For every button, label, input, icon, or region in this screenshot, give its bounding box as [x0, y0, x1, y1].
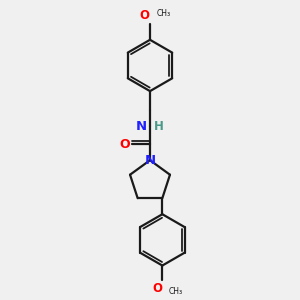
Text: O: O — [152, 282, 162, 295]
Text: CH₃: CH₃ — [169, 287, 183, 296]
Text: O: O — [119, 138, 130, 151]
Text: CH₃: CH₃ — [156, 9, 170, 18]
Text: N: N — [135, 120, 146, 133]
Text: N: N — [144, 154, 156, 167]
Text: O: O — [140, 9, 150, 22]
Text: H: H — [154, 120, 164, 133]
